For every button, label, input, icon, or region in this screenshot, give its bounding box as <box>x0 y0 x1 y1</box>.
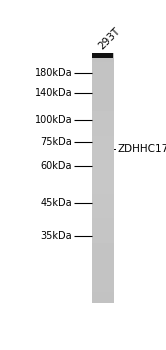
Text: 35kDa: 35kDa <box>41 231 72 241</box>
Text: 293T: 293T <box>97 26 123 51</box>
Text: 60kDa: 60kDa <box>41 161 72 170</box>
Ellipse shape <box>94 144 111 155</box>
Ellipse shape <box>95 146 111 153</box>
Text: 100kDa: 100kDa <box>35 116 72 125</box>
Bar <box>92 53 113 58</box>
Text: 45kDa: 45kDa <box>41 198 72 208</box>
Text: 75kDa: 75kDa <box>41 137 72 147</box>
Text: ZDHHC17: ZDHHC17 <box>117 144 166 154</box>
Ellipse shape <box>94 140 112 158</box>
Text: 140kDa: 140kDa <box>35 88 72 98</box>
Ellipse shape <box>94 136 112 162</box>
Ellipse shape <box>96 148 109 150</box>
Text: 180kDa: 180kDa <box>35 68 72 78</box>
Ellipse shape <box>95 147 110 151</box>
